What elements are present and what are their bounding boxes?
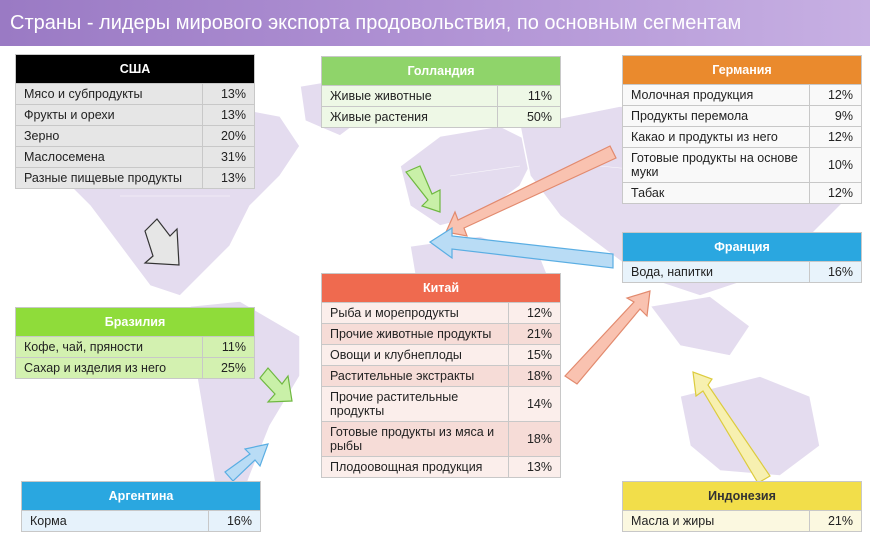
row-value: 21% [809, 510, 862, 532]
germany-table: Германия Молочная продукция 12% Продукты … [622, 55, 862, 204]
row-label: Плодоовощная продукция [321, 456, 509, 478]
arrow-brazil [259, 367, 293, 403]
row-value: 14% [508, 386, 561, 422]
table-row: Живые животные 11% [320, 85, 561, 107]
table-row: Фрукты и орехи 13% [15, 104, 255, 126]
row-label: Вода, напитки [622, 261, 810, 283]
row-value: 12% [809, 182, 862, 204]
row-label: Прочие растительные продукты [321, 386, 509, 422]
row-label: Живые животные [320, 85, 499, 107]
arrow-china [564, 290, 651, 385]
table-row: Разные пищевые продукты 13% [15, 167, 255, 189]
arrow-usa [143, 218, 180, 266]
row-value: 11% [202, 336, 255, 358]
row-label: Растительные экстракты [321, 365, 509, 387]
france-table: Франция Вода, напитки 16% [622, 232, 862, 283]
row-value: 18% [508, 365, 561, 387]
table-row: Вода, напитки 16% [622, 261, 862, 283]
row-value: 13% [202, 83, 255, 105]
row-label: Табак [622, 182, 810, 204]
table-row: Молочная продукция 12% [622, 84, 862, 106]
row-label: Зерно [15, 125, 203, 147]
germany-header: Германия [622, 55, 862, 85]
row-label: Готовые продукты на основе муки [622, 147, 810, 183]
row-label: Мясо и субпродукты [15, 83, 203, 105]
row-value: 13% [202, 167, 255, 189]
row-value: 15% [508, 344, 561, 366]
table-row: Зерно 20% [15, 125, 255, 147]
table-row: Плодоовощная продукция 13% [321, 456, 561, 478]
row-value: 11% [497, 85, 561, 107]
table-row: Табак 12% [622, 182, 862, 204]
table-row: Готовые продукты из мяса и рыбы 18% [321, 421, 561, 457]
argentina-table: Аргентина Корма 16% [21, 481, 261, 532]
row-value: 16% [809, 261, 862, 283]
table-row: Продукты перемола 9% [622, 105, 862, 127]
arrow-argentina [224, 443, 269, 482]
france-header: Франция [622, 232, 862, 262]
row-label: Маслосемена [15, 146, 203, 168]
china-header: Китай [321, 273, 561, 303]
southeast-asia-shape [648, 295, 752, 357]
row-label: Прочие животные продукты [321, 323, 509, 345]
table-row: Растительные экстракты 18% [321, 365, 561, 387]
row-value: 13% [508, 456, 561, 478]
arrow-holland [405, 165, 441, 213]
row-label: Живые растения [320, 106, 499, 128]
arrow-germany [445, 145, 617, 237]
table-row: Кофе, чай, пряности 11% [15, 336, 255, 358]
row-label: Овощи и клубнеплоды [321, 344, 509, 366]
argentina-header: Аргентина [21, 481, 261, 511]
china-table: Китай Рыба и морепродукты 12% Прочие живо… [321, 273, 561, 478]
usa-table: США Мясо и субпродукты 13% Фрукты и орехи… [15, 54, 255, 189]
table-row: Прочие животные продукты 21% [321, 323, 561, 345]
row-label: Продукты перемола [622, 105, 810, 127]
row-value: 13% [202, 104, 255, 126]
row-label: Рыба и морепродукты [321, 302, 509, 324]
row-value: 12% [809, 126, 862, 148]
row-value: 9% [809, 105, 862, 127]
table-row: Какао и продукты из него 12% [622, 126, 862, 148]
arrow-indonesia [692, 371, 771, 484]
indonesia-header: Индонезия [622, 481, 862, 511]
row-value: 10% [809, 147, 862, 183]
table-row: Овощи и клубнеплоды 15% [321, 344, 561, 366]
holland-table: Голландия Живые животные 11% Живые растен… [320, 56, 561, 128]
row-label: Какао и продукты из него [622, 126, 810, 148]
row-value: 12% [508, 302, 561, 324]
row-value: 16% [208, 510, 261, 532]
row-value: 18% [508, 421, 561, 457]
row-value: 50% [497, 106, 561, 128]
row-label: Фрукты и орехи [15, 104, 203, 126]
table-row: Живые растения 50% [320, 106, 561, 128]
row-label: Сахар и изделия из него [15, 357, 203, 379]
row-value: 20% [202, 125, 255, 147]
row-label: Молочная продукция [622, 84, 810, 106]
row-label: Кофе, чай, пряности [15, 336, 203, 358]
brazil-table: Бразилия Кофе, чай, пряности 11% Сахар и … [15, 307, 255, 379]
row-value: 31% [202, 146, 255, 168]
table-row: Корма 16% [21, 510, 261, 532]
row-label: Масла и жиры [622, 510, 810, 532]
table-row: Рыба и морепродукты 12% [321, 302, 561, 324]
table-row: Сахар и изделия из него 25% [15, 357, 255, 379]
row-value: 21% [508, 323, 561, 345]
row-label: Разные пищевые продукты [15, 167, 203, 189]
table-row: Мясо и субпродукты 13% [15, 83, 255, 105]
row-label: Готовые продукты из мяса и рыбы [321, 421, 509, 457]
holland-header: Голландия [321, 56, 561, 86]
table-row: Готовые продукты на основе муки 10% [622, 147, 862, 183]
table-row: Масла и жиры 21% [622, 510, 862, 532]
usa-header: США [15, 54, 255, 84]
page-title: Страны - лидеры мирового экспорта продов… [0, 0, 870, 46]
table-row: Прочие растительные продукты 14% [321, 386, 561, 422]
brazil-header: Бразилия [15, 307, 255, 337]
table-row: Маслосемена 31% [15, 146, 255, 168]
row-label: Корма [21, 510, 209, 532]
arrow-france [428, 226, 614, 269]
row-value: 25% [202, 357, 255, 379]
row-value: 12% [809, 84, 862, 106]
indonesia-table: Индонезия Масла и жиры 21% [622, 481, 862, 532]
